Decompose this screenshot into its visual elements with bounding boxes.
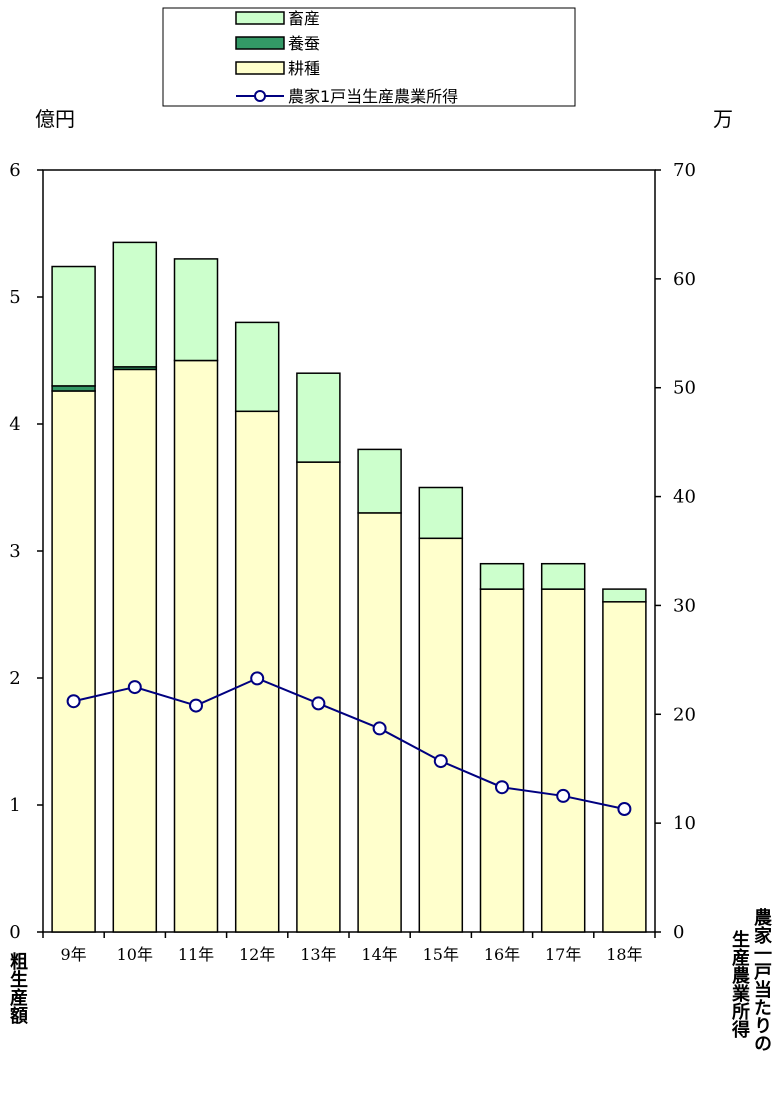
bar-畜産-12年 [234, 321, 280, 413]
left-tick-label-5: 5 [9, 287, 20, 308]
right-tick-label-20: 20 [673, 704, 696, 725]
income-line [66, 671, 632, 816]
legend-swatch-養蚕 [235, 36, 285, 50]
legend-swatch-畜産 [235, 11, 285, 25]
bar-畜産-18年 [602, 588, 647, 603]
right-axis-title-line2: 生産農業所得 [729, 930, 750, 1038]
legend-label-耕種: 耕種 [288, 59, 320, 78]
right-tick-label-60: 60 [673, 269, 696, 290]
right-tick-label-10: 10 [673, 813, 696, 834]
income-point-10年 [127, 680, 142, 695]
bar-畜産-11年 [173, 258, 219, 362]
left-tick-label-3: 3 [9, 541, 20, 562]
income-point-9年 [66, 694, 81, 709]
bar-耕種-18年 [602, 601, 647, 933]
bar-畜産-10年 [112, 241, 158, 368]
income-point-11年 [189, 698, 203, 713]
income-point-12年 [250, 671, 265, 686]
right-axis-title-line1: 農家一戸当たりの [751, 908, 772, 1052]
right-axis-unit: 万 [713, 107, 733, 131]
bar-畜産-14年 [357, 448, 402, 514]
legend-label-income: 農家1戸当生産農業所得 [288, 87, 458, 106]
right-tick-label-70: 70 [673, 160, 696, 181]
left-tick-label-6: 6 [9, 160, 20, 181]
x-tick-label-9年: 9年 [61, 945, 87, 964]
legend-box [162, 7, 576, 107]
right-tick-label-30: 30 [673, 595, 696, 616]
bar-畜産-15年 [418, 486, 464, 540]
income-point-14年 [372, 721, 387, 736]
legend-label-畜産: 畜産 [288, 9, 320, 28]
bar-耕種-16年 [479, 588, 525, 933]
left-tick-label-2: 2 [9, 668, 20, 689]
x-tick-label-17年: 17年 [545, 945, 581, 964]
left-axis-title: 粗生産額 [7, 952, 28, 1024]
bar-耕種-15年 [418, 537, 464, 933]
right-tick-label-50: 50 [673, 378, 696, 399]
bar-畜産-16年 [479, 562, 525, 590]
x-tick-label-10年: 10年 [117, 945, 153, 964]
income-point-15年 [433, 754, 448, 769]
x-tick-label-14年: 14年 [361, 945, 397, 964]
bar-耕種-11年 [173, 359, 219, 933]
bar-畜産-9年 [51, 265, 96, 387]
legend-label-養蚕: 養蚕 [288, 34, 320, 53]
x-tick-label-18年: 18年 [606, 945, 642, 964]
income-point-18年 [617, 801, 632, 816]
x-tick-label-11年: 11年 [178, 945, 214, 964]
bar-耕種-17年 [540, 588, 586, 933]
left-tick-label-0: 0 [9, 922, 20, 943]
bars [51, 241, 647, 933]
bar-畜産-13年 [296, 372, 341, 463]
left-tick-label-1: 1 [9, 795, 20, 816]
x-tick-label-15年: 15年 [423, 945, 459, 964]
income-point-16年 [495, 780, 509, 795]
bar-養蚕-9年 [51, 385, 96, 392]
x-tick-label-13年: 13年 [300, 945, 336, 964]
x-tick-label-12年: 12年 [239, 945, 275, 964]
left-axis-unit: 億円 [35, 107, 75, 131]
x-tick-label-16年: 16年 [484, 945, 520, 964]
bar-耕種-10年 [112, 368, 158, 933]
legend-swatch-耕種 [235, 61, 285, 75]
bar-耕種-9年 [51, 390, 96, 933]
right-tick-label-0: 0 [673, 922, 684, 943]
income-point-13年 [311, 696, 326, 711]
income-point-17年 [556, 788, 571, 803]
income-line-path [73, 677, 625, 810]
right-tick-label-40: 40 [673, 487, 696, 508]
legend-line-marker [254, 90, 266, 102]
bar-畜産-17年 [540, 562, 586, 590]
left-tick-label-4: 4 [9, 414, 20, 435]
